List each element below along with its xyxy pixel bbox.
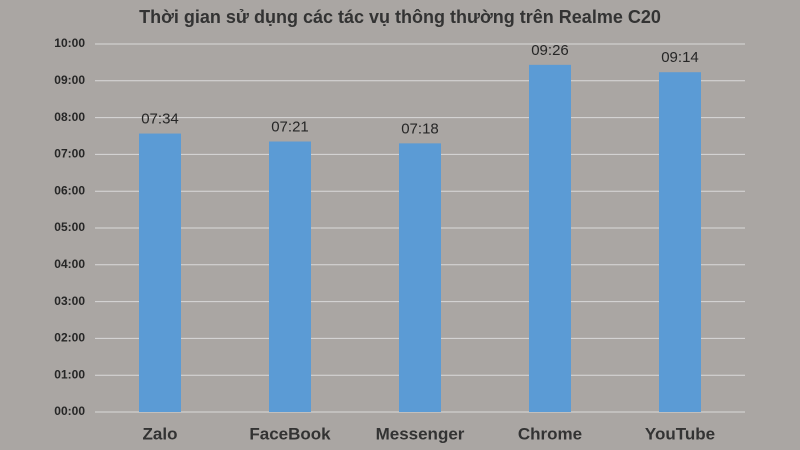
y-tick-label: 08:00: [54, 110, 85, 124]
x-tick-label: Zalo: [143, 424, 178, 443]
y-tick-label: 02:00: [54, 331, 85, 345]
y-tick-label: 07:00: [54, 147, 85, 161]
bar: [139, 133, 181, 412]
x-tick-label: Messenger: [376, 424, 465, 443]
value-label: 09:26: [531, 42, 569, 59]
y-tick-label: 03:00: [54, 294, 85, 308]
x-tick-label: Chrome: [518, 424, 582, 443]
x-tick-label: FaceBook: [249, 424, 331, 443]
y-tick-label: 10:00: [54, 36, 85, 50]
y-tick-label: 05:00: [54, 220, 85, 234]
bar: [659, 72, 701, 413]
y-tick-label: 09:00: [54, 73, 85, 87]
value-label: 07:18: [401, 120, 439, 137]
bar: [529, 64, 571, 412]
chart-title: Thời gian sử dụng các tác vụ thông thườn…: [139, 7, 661, 27]
value-label: 07:21: [271, 118, 309, 135]
value-label: 07:34: [141, 111, 179, 128]
bar: [399, 143, 441, 413]
y-tick-label: 01:00: [54, 367, 85, 381]
y-tick-label: 04:00: [54, 257, 85, 271]
y-tick-label: 06:00: [54, 183, 85, 197]
y-tick-label: 00:00: [54, 404, 85, 418]
bar: [269, 141, 311, 412]
value-label: 09:14: [661, 49, 699, 66]
x-tick-label: YouTube: [645, 424, 715, 443]
